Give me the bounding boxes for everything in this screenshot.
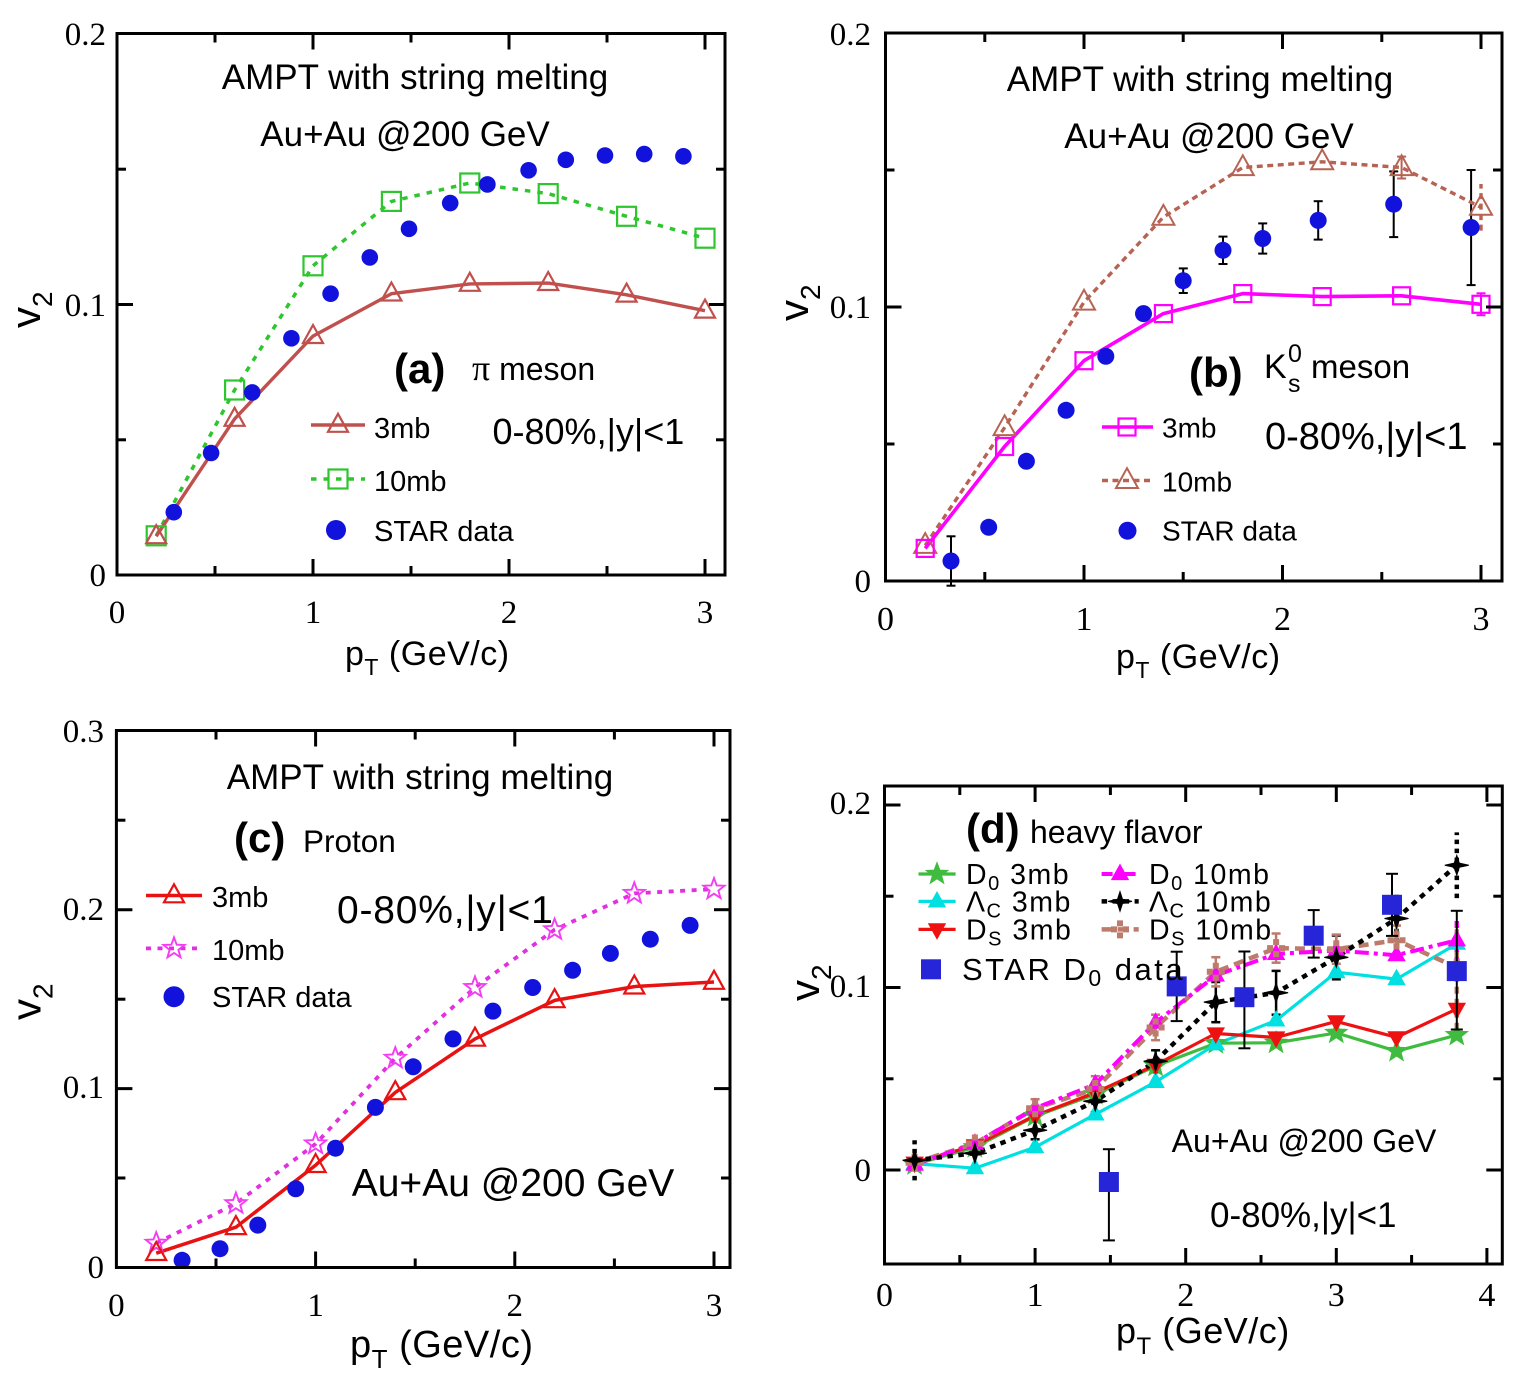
svg-text:heavy flavor: heavy flavor [1030,814,1203,850]
svg-text:v2: v2 [770,284,826,321]
svg-text:1: 1 [307,1288,324,1324]
svg-text:3: 3 [697,595,714,631]
svg-text:1: 1 [1076,601,1093,638]
svg-text:(b): (b) [1189,349,1243,396]
svg-text:Au+Au @200 GeV: Au+Au @200 GeV [1172,1123,1437,1159]
svg-text:DS 10mb: DS 10mb [1149,915,1273,951]
svg-text:2: 2 [501,595,518,631]
svg-text:AMPT with string melting: AMPT with string melting [222,58,608,97]
svg-text:0.1: 0.1 [830,969,871,1005]
svg-text:π meson: π meson [472,348,595,388]
svg-text:0-80%,|y|<1: 0-80%,|y|<1 [493,411,685,452]
svg-text:3: 3 [1328,1277,1345,1314]
svg-text:4: 4 [1478,1277,1495,1314]
svg-text:(d): (d) [966,805,1020,852]
svg-text:10mb: 10mb [374,466,447,498]
svg-text:3: 3 [706,1288,723,1324]
svg-text:0: 0 [108,1288,125,1324]
svg-text:2: 2 [1274,601,1291,638]
svg-text:Au+Au @200 GeV: Au+Au @200 GeV [1064,117,1354,156]
svg-text:3mb: 3mb [374,413,430,445]
svg-text:3mb: 3mb [212,882,268,914]
svg-text:Au+Au @200 GeV: Au+Au @200 GeV [352,1162,675,1205]
svg-text:3mb: 3mb [1162,413,1216,444]
svg-text:Proton: Proton [303,823,396,859]
svg-text:3: 3 [1473,601,1490,638]
svg-text:1: 1 [305,595,322,631]
svg-text:0-80%,|y|<1: 0-80%,|y|<1 [337,889,554,932]
svg-text:s: s [1288,370,1301,398]
svg-text:0: 0 [1288,340,1302,368]
svg-text:Au+Au @200 GeV: Au+Au @200 GeV [260,115,550,154]
svg-text:0.2: 0.2 [830,17,871,53]
svg-text:0.2: 0.2 [65,17,106,53]
svg-text:STAR data: STAR data [1162,516,1297,547]
svg-text:D0 10mb: D0 10mb [1149,859,1270,895]
svg-text:DS 3mb: DS 3mb [966,915,1072,951]
svg-text:D0 3mb: D0 3mb [966,859,1070,895]
svg-text:10mb: 10mb [1162,467,1232,498]
svg-text:10mb: 10mb [212,935,285,967]
svg-text:0: 0 [876,1277,893,1314]
svg-text:ΛC 10mb: ΛC 10mb [1149,887,1272,923]
svg-text:AMPT with string melting: AMPT with string melting [1007,60,1393,99]
svg-text:2: 2 [1177,1277,1194,1314]
svg-text:(c): (c) [234,814,285,861]
svg-text:0-80%,|y|<1: 0-80%,|y|<1 [1265,416,1467,458]
svg-text:(a): (a) [394,345,445,392]
svg-text:0.3: 0.3 [63,714,104,750]
svg-text:0: 0 [90,558,107,594]
svg-text:0: 0 [88,1250,105,1286]
svg-text:pT (GeV/c): pT (GeV/c) [350,1324,534,1374]
svg-text:0-80%,|y|<1: 0-80%,|y|<1 [1210,1196,1396,1235]
svg-text:0: 0 [877,601,894,638]
svg-text:STAR D0 data: STAR D0 data [962,952,1185,991]
svg-text:meson: meson [1311,348,1410,385]
svg-text:1: 1 [1027,1277,1044,1314]
svg-text:STAR data: STAR data [212,982,353,1014]
svg-text:0: 0 [109,595,126,631]
svg-text:0.2: 0.2 [830,786,871,822]
svg-text:2: 2 [507,1288,524,1324]
svg-text:0.1: 0.1 [830,290,871,326]
svg-text:0.2: 0.2 [63,892,104,928]
svg-text:STAR data: STAR data [374,516,515,548]
svg-text:0: 0 [855,1153,872,1189]
svg-text:0.1: 0.1 [63,1070,104,1106]
svg-text:ΛC 3mb: ΛC 3mb [966,887,1072,923]
svg-text:K: K [1264,348,1287,386]
svg-text:0: 0 [855,564,872,600]
svg-text:AMPT with string melting: AMPT with string melting [227,758,613,797]
svg-text:0.1: 0.1 [65,288,106,324]
